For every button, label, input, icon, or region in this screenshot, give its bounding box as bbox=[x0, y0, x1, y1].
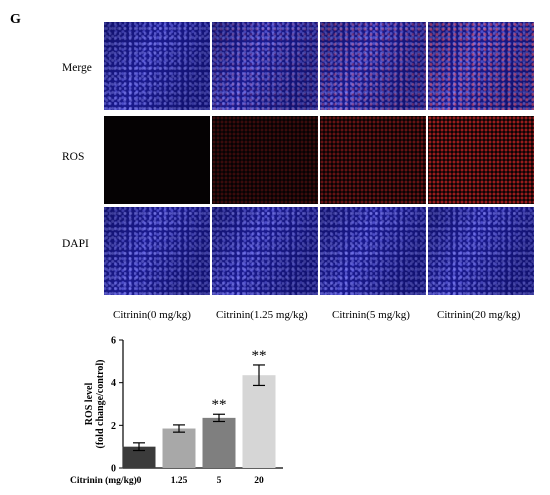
bar bbox=[162, 428, 196, 468]
column-label-20: Citrinin(20 mg/kg) bbox=[437, 309, 521, 321]
micrograph-merge-0 bbox=[104, 22, 210, 110]
row-label-merge: Merge bbox=[62, 62, 92, 74]
micrograph-grid bbox=[104, 22, 535, 295]
y-tick-label: 2 bbox=[111, 421, 116, 432]
micrograph-merge-5 bbox=[320, 22, 426, 110]
x-tick-label: 1.25 bbox=[171, 476, 188, 486]
panel-letter: G bbox=[10, 12, 21, 27]
row-label-ros: ROS bbox=[62, 151, 85, 163]
x-axis-label: Citrinin (mg/kg) bbox=[70, 475, 137, 486]
micrograph-dapi-5 bbox=[320, 207, 426, 295]
significance-marker: ** bbox=[252, 348, 267, 364]
micrograph-dapi-20 bbox=[428, 207, 534, 295]
y-axis-label: ROS level bbox=[84, 383, 95, 426]
micrograph-merge-1-25 bbox=[212, 22, 318, 110]
bar bbox=[122, 446, 156, 468]
x-tick-label: 5 bbox=[217, 476, 222, 486]
y-axis-label-units: (fold change/control) bbox=[95, 360, 106, 449]
micrograph-ros-20 bbox=[428, 116, 534, 204]
row-label-dapi: DAPI bbox=[62, 238, 89, 250]
x-tick-label: 20 bbox=[254, 476, 264, 486]
micrograph-ros-5 bbox=[320, 116, 426, 204]
x-tick-label: 0 bbox=[137, 476, 142, 486]
bar bbox=[242, 375, 276, 468]
micrograph-dapi-0 bbox=[104, 207, 210, 295]
column-label-5: Citrinin(5 mg/kg) bbox=[332, 309, 410, 321]
column-label-0: Citrinin(0 mg/kg) bbox=[113, 309, 191, 321]
bar bbox=[202, 417, 236, 468]
micrograph-ros-0 bbox=[104, 116, 210, 204]
y-tick-label: 4 bbox=[111, 378, 116, 389]
significance-marker: ** bbox=[212, 397, 227, 413]
micrograph-ros-1-25 bbox=[212, 116, 318, 204]
micrograph-merge-20 bbox=[428, 22, 534, 110]
y-tick-label: 6 bbox=[111, 336, 116, 347]
micrograph-dapi-1-25 bbox=[212, 207, 318, 295]
y-tick-label: 0 bbox=[111, 464, 116, 475]
column-label-1-25: Citrinin(1.25 mg/kg) bbox=[216, 309, 308, 321]
bar-chart: 0 2 4 6 ROS level (fold change/control) 0 1.25 *… bbox=[70, 336, 283, 486]
